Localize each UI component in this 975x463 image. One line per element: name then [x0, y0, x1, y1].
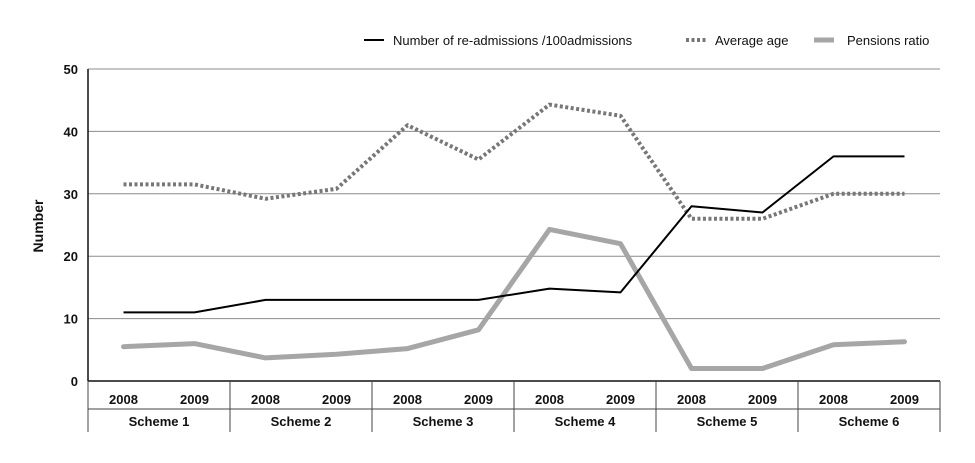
series-line-number-of-re-admissions-100admissions [123, 155, 905, 314]
axes [87, 69, 940, 382]
x-axis-categories: 2008 2009 2008 2009 2008 2009 2008 2009 2008 2009… [87, 381, 941, 432]
x-tick-label: 2008 [819, 392, 848, 407]
x-tick-label: 2008 [393, 392, 422, 407]
series-line-pensions-ratio [121, 226, 907, 371]
x-tick-label: 2008 [535, 392, 564, 407]
x-group-label: Scheme 3 [413, 414, 474, 429]
x-tick-label: 2009 [748, 392, 777, 407]
y-tick-label: 50 [64, 62, 78, 77]
x-tick-label: 2008 [109, 392, 138, 407]
y-tick-label: 20 [64, 249, 78, 264]
y-axis-label: Number [30, 199, 46, 252]
x-tick-label: 2008 [677, 392, 706, 407]
legend: Number of re-admissions /100admissions A… [364, 33, 929, 48]
legend-label-pensions-ratio: Pensions ratio [847, 33, 929, 48]
x-group-label: Scheme 2 [271, 414, 332, 429]
x-group-label: Scheme 5 [697, 414, 758, 429]
y-tick-label: 0 [71, 374, 78, 389]
x-group-label: Scheme 6 [839, 414, 900, 429]
x-group-label: Scheme 1 [129, 414, 190, 429]
x-tick-label: 2008 [251, 392, 280, 407]
x-tick-label: 2009 [322, 392, 351, 407]
legend-label-average-age: Average age [715, 33, 789, 48]
legend-label-readmissions: Number of re-admissions /100admissions [393, 33, 633, 48]
gridlines [88, 68, 940, 320]
x-tick-label: 2009 [464, 392, 493, 407]
x-tick-label: 2009 [890, 392, 919, 407]
x-tick-label: 2009 [606, 392, 635, 407]
y-tick-label: 10 [64, 312, 78, 327]
series-line-average-age [123, 102, 905, 221]
y-tick-label: 40 [64, 124, 78, 139]
x-group-label: Scheme 4 [555, 414, 616, 429]
y-axis-ticks: 0 10 20 30 40 50 [64, 62, 78, 389]
y-tick-label: 30 [64, 187, 78, 202]
x-tick-label: 2009 [180, 392, 209, 407]
series-lines [121, 102, 907, 371]
